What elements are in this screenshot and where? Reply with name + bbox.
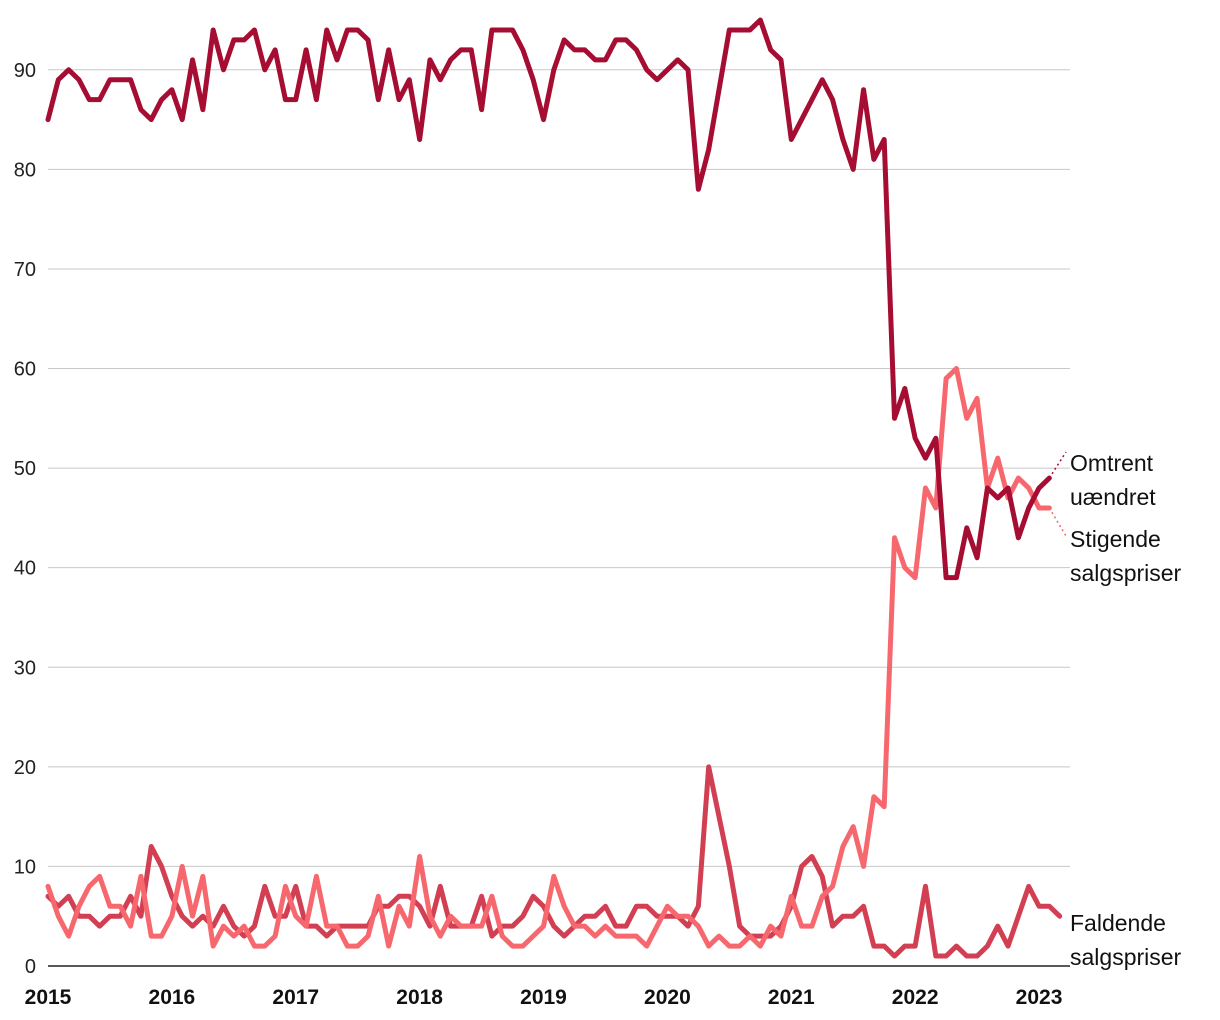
- y-tick-label: 0: [25, 956, 36, 978]
- y-tick-label: 90: [14, 60, 36, 82]
- series-line-stigende-salgspriser: [45, 366, 1052, 949]
- x-tick-label: 2021: [768, 986, 815, 1009]
- series-line-omtrent-uaendret: [45, 17, 1052, 581]
- series-label-stigende-salgspriser: Stigende: [1070, 526, 1161, 552]
- series-label-faldende-salgspriser: salgspriser: [1070, 944, 1182, 970]
- leader-line-omtrent-uaendret: [1048, 451, 1067, 479]
- y-tick-label: 60: [14, 359, 36, 381]
- series-label-faldende-salgspriser: Faldende: [1070, 910, 1166, 936]
- gridlines: [48, 69, 1070, 867]
- x-tick-label: 2017: [272, 986, 319, 1009]
- x-tick-label: 2020: [644, 986, 691, 1009]
- y-axis-ticks: 0 10 20 30 40 50 60 70 80 90: [14, 60, 36, 978]
- x-tick-label: 2022: [892, 986, 939, 1009]
- series-label-omtrent-uaendret: Omtrent: [1070, 450, 1154, 476]
- series-line-faldende-salgspriser: [45, 764, 1063, 959]
- series-label-stigende-salgspriser: salgspriser: [1070, 560, 1182, 586]
- x-tick-label: 2016: [149, 986, 196, 1009]
- leader-line-stigende-salgspriser: [1048, 507, 1067, 537]
- y-tick-label: 70: [14, 259, 36, 281]
- x-tick-label: 2018: [396, 986, 443, 1009]
- x-tick-label: 2019: [520, 986, 567, 1009]
- y-tick-label: 80: [14, 159, 36, 181]
- y-tick-label: 30: [14, 657, 36, 679]
- y-tick-label: 50: [14, 458, 36, 480]
- y-tick-label: 20: [14, 757, 36, 779]
- series-labels: Omtrent uændret Stigende salgspriser Faldend…: [1048, 450, 1182, 970]
- x-tick-label: 2023: [1016, 986, 1063, 1009]
- y-tick-label: 10: [14, 856, 36, 878]
- series-lines: [45, 17, 1063, 959]
- y-tick-label: 40: [14, 558, 36, 580]
- series-label-omtrent-uaendret: uændret: [1070, 484, 1156, 510]
- x-axis-ticks: 2015 2016 2017 2018 2019 2020 2021 2022 2023: [25, 986, 1063, 1009]
- x-tick-label: 2015: [25, 986, 72, 1009]
